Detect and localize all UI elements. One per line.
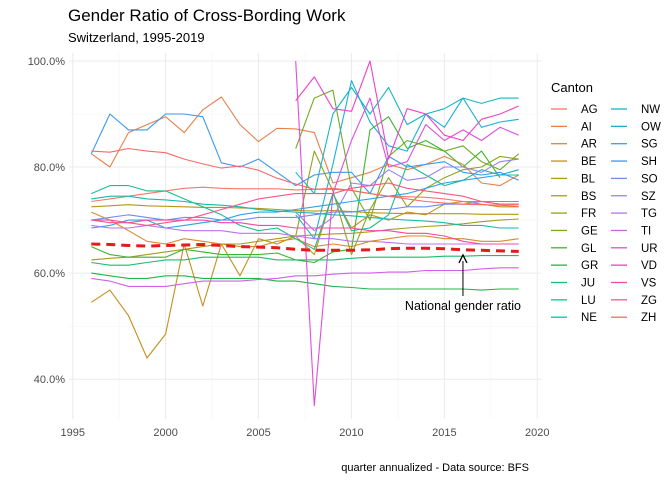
series-line-vs [91,219,519,245]
legend-label-nw: NW [641,104,660,116]
legend-label-sh: SH [641,156,657,168]
legend-label-ur: UR [641,243,658,255]
legend-label-tg: TG [641,208,657,220]
series-line-zh [91,147,519,207]
legend-label-vs: VS [641,278,657,290]
annotation-arrow-head [458,253,468,264]
legend-label-so: SO [641,173,658,185]
x-tick-label: 2010 [339,427,363,439]
legend-title: Canton [551,80,593,95]
series-line-ow [295,80,519,240]
legend-label-sg: SG [641,139,658,151]
legend-label-ow: OW [641,121,661,133]
legend-label-be: BE [581,156,597,168]
legend-label-zg: ZG [641,295,657,307]
series-line-lu [91,163,519,250]
x-tick-label: 2015 [432,427,456,439]
legend-label-zh: ZH [641,312,656,324]
series-line-ne [91,195,519,229]
series-line-ai [90,96,519,187]
grid [69,53,541,419]
legend-label-bl: BL [581,173,596,185]
annotation-label: National gender ratio [405,299,521,313]
annotation: National gender ratio [405,253,521,313]
series-line-zg [91,182,519,226]
series-line-sg [91,169,519,229]
y-tick-label: 100.0% [28,56,66,68]
y-tick-label: 60.0% [34,268,65,280]
x-tick-label: 2020 [525,427,549,439]
series-line-ju [91,255,519,266]
chart-title: Gender Ratio of Cross-Bording Work [68,6,346,25]
chart-subtitle: Switzerland, 1995-2019 [68,30,205,45]
series-line-nw [295,86,519,195]
chart-caption: quarter annualized - Data source: BFS [341,462,529,474]
legend-label-bs: BS [581,191,597,203]
legend-label-ag: AG [581,104,598,116]
series-line-ge [295,89,520,221]
legend-label-ge: GE [581,225,598,237]
series-line-bl [91,204,519,215]
legend-label-gl: GL [581,243,597,255]
y-tick-label: 40.0% [34,374,65,386]
legend-label-gr: GR [581,260,598,272]
legend-label-vd: VD [641,260,657,272]
legend-label-fr: FR [581,208,596,220]
legend: AG AI AR BE BL BS FR GE GL GR JU LU NE NW OW SG SH SO SZ TG… [551,104,661,324]
legend-label-ai: AI [581,121,592,133]
y-tick-label: 80.0% [34,162,65,174]
national-ratio-line [91,242,519,253]
national-line [91,242,519,253]
series-line-ti [91,267,519,287]
legend-label-ti: TI [641,225,651,237]
series-lines [90,60,520,407]
x-tick-label: 2000 [153,427,177,439]
axes: 1995 2000 2005 2010 2015 2020 40.0% 60.0% 80.0% 1… [28,56,550,439]
series-line-sh [90,113,519,195]
series-line-sz [295,158,519,232]
series-line-vd [295,60,519,160]
legend-label-lu: LU [581,295,596,307]
x-tick-label: 1995 [60,427,84,439]
x-tick-label: 2005 [246,427,270,439]
series-line-gr [91,272,519,291]
legend-label-ne: NE [581,312,597,324]
legend-label-ju: JU [581,278,595,290]
legend-label-sz: SZ [641,191,656,203]
legend-label-ar: AR [581,139,597,151]
